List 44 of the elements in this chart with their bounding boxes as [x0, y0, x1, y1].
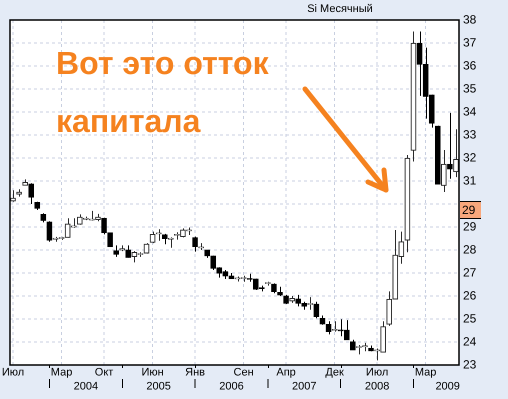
x-tick-label: Апр: [276, 366, 296, 379]
x-tick-label: Окт: [94, 366, 114, 379]
x-tick-label: Янв: [185, 366, 206, 379]
x-tick-label: Июн: [141, 366, 164, 379]
x-tick-label: Мар: [414, 366, 436, 379]
candlestick: [441, 149, 447, 193]
candlestick: [308, 296, 314, 310]
x2-tick-label: 2004: [74, 380, 98, 393]
candlestick: [192, 236, 198, 252]
x2-tick-label: 2009: [435, 380, 460, 393]
x-tick-label: Сен: [234, 366, 254, 379]
candlestick: [28, 182, 34, 204]
y-tick-label: 33: [463, 127, 477, 142]
x2-tick-label: 2005: [146, 380, 171, 393]
y-tick-label: 25: [463, 311, 477, 326]
y-tick-label: 29: [463, 219, 477, 234]
y-tick-label: 23: [463, 357, 477, 372]
x2-tick-label: 2006: [219, 380, 244, 393]
y-tick-label: 34: [463, 104, 477, 118]
x2-tick-label: 2007: [292, 380, 317, 393]
candlestick: [46, 220, 52, 242]
y-tick-label: 24: [463, 334, 477, 348]
x-tick-label: Мар: [50, 366, 72, 379]
y-tick-label: 36: [463, 58, 477, 72]
candlestick: [277, 286, 283, 296]
y-tick-label: 27: [463, 265, 477, 280]
y-tick-label: 37: [463, 35, 477, 50]
y-tick-label: 35: [463, 81, 477, 96]
candlestick: [314, 301, 320, 319]
candlestick: [162, 233, 168, 245]
x-tick-label: Июл: [366, 366, 388, 379]
x-tick-label: Дек: [325, 366, 344, 379]
x-tick-label: Июл: [2, 366, 24, 379]
annotation: Вот это отток капитала: [56, 44, 270, 141]
y-tick-label: 28: [463, 242, 477, 256]
y-tick-label: 26: [463, 288, 477, 302]
y-tick-label: 32: [463, 150, 477, 164]
chart-title: Si Месячный: [306, 3, 374, 15]
candlestick: [150, 231, 156, 244]
candlestick: [447, 112, 453, 180]
y-tick-label: 38: [463, 12, 477, 26]
candlestick: [320, 315, 326, 326]
y-tick-label: 31: [463, 173, 477, 188]
x2-tick-label: 2008: [364, 380, 390, 393]
